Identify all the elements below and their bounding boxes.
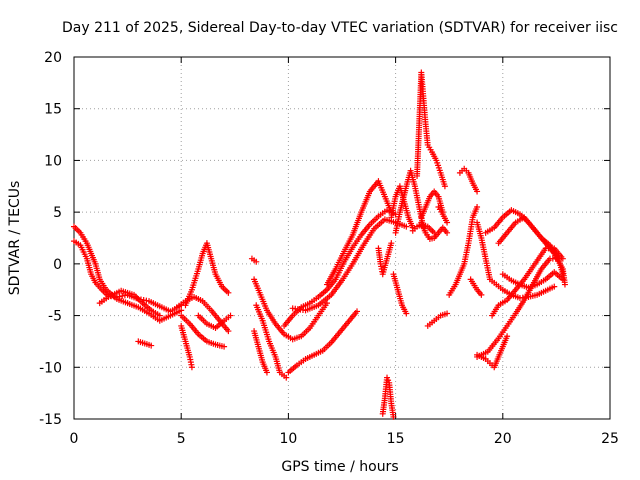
data-marks: [71, 69, 568, 420]
y-tick-label: 10: [44, 153, 62, 169]
data-point: [354, 308, 361, 315]
data-point: [227, 312, 234, 319]
series-track-w: [414, 69, 448, 190]
series-track-m: [251, 328, 270, 376]
data-point: [388, 240, 395, 247]
series-track-al: [499, 269, 566, 291]
series-track-p: [289, 216, 410, 314]
data-point: [474, 188, 481, 195]
series-track-ah: [474, 255, 562, 360]
series-track-c: [96, 287, 163, 319]
series-track-aa: [424, 310, 451, 329]
series-track-d: [135, 338, 155, 349]
series-track-q: [323, 178, 395, 288]
y-tick-label: -5: [48, 309, 62, 325]
data-point: [188, 364, 195, 371]
series-track-n: [285, 308, 361, 376]
data-point: [551, 283, 558, 290]
series-track-v: [392, 167, 427, 236]
y-tick-label: -15: [39, 412, 62, 428]
data-point: [156, 312, 163, 319]
data-point: [403, 223, 410, 230]
series-track-b: [71, 223, 185, 324]
x-tick-label: 15: [387, 431, 405, 447]
y-tick-label: 15: [44, 102, 62, 118]
data-point: [221, 343, 228, 350]
data-point: [561, 281, 568, 288]
series-track-ag: [474, 333, 511, 371]
data-point: [444, 310, 451, 317]
axis-ticks: 0 5 10 15 20 25 -15 -10 -5 0 5 10 15 20: [39, 50, 619, 447]
data-point: [263, 369, 270, 376]
data-point: [403, 310, 410, 317]
data-point: [323, 300, 330, 307]
series-track-j: [248, 255, 260, 265]
series-track-ae: [467, 276, 485, 298]
data-point: [148, 342, 155, 349]
y-tick-label: 0: [53, 257, 62, 273]
data-point: [390, 413, 397, 420]
x-tick-label: 10: [279, 431, 297, 447]
series-track-ad: [456, 165, 481, 195]
grid: [74, 57, 610, 419]
series-track-s: [375, 240, 395, 278]
series-track-z: [418, 219, 451, 243]
series-track-x: [418, 188, 446, 221]
series-track-ak: [495, 214, 566, 278]
data-point: [504, 333, 511, 340]
data-point: [225, 289, 232, 296]
data-point: [178, 307, 185, 314]
x-tick-label: 25: [601, 431, 619, 447]
y-tick-label: 20: [44, 50, 62, 66]
y-tick-label: -10: [39, 360, 62, 376]
data-point: [283, 374, 290, 381]
y-axis-label: SDTVAR / TECUs: [7, 181, 23, 296]
plot-frame: [73, 56, 611, 420]
data-point: [474, 203, 481, 210]
chart-title: Day 211 of 2025, Sidereal Day-to-day VTE…: [62, 20, 618, 36]
x-tick-label: 20: [494, 431, 512, 447]
series-track-g: [178, 312, 228, 350]
series-track-i: [195, 312, 234, 331]
series-track-t: [390, 271, 410, 317]
series-track-ab: [435, 203, 451, 226]
series-track-h: [182, 240, 232, 309]
data-point: [559, 276, 566, 283]
data-point: [444, 229, 451, 236]
data-point: [478, 291, 485, 298]
data-point: [444, 219, 451, 226]
data-point: [253, 258, 260, 265]
series-track-l: [253, 302, 290, 381]
data-point: [559, 271, 566, 278]
series-track-r: [379, 374, 397, 420]
data-point: [225, 328, 232, 335]
y-tick-label: 5: [53, 205, 62, 221]
data-point: [441, 183, 448, 190]
series-track-e: [178, 322, 195, 371]
x-tick-label: 0: [70, 431, 79, 447]
series-track-ac: [446, 203, 481, 298]
x-axis-label: GPS time / hours: [281, 459, 398, 475]
series-track-k: [251, 276, 330, 343]
x-tick-label: 5: [177, 431, 186, 447]
